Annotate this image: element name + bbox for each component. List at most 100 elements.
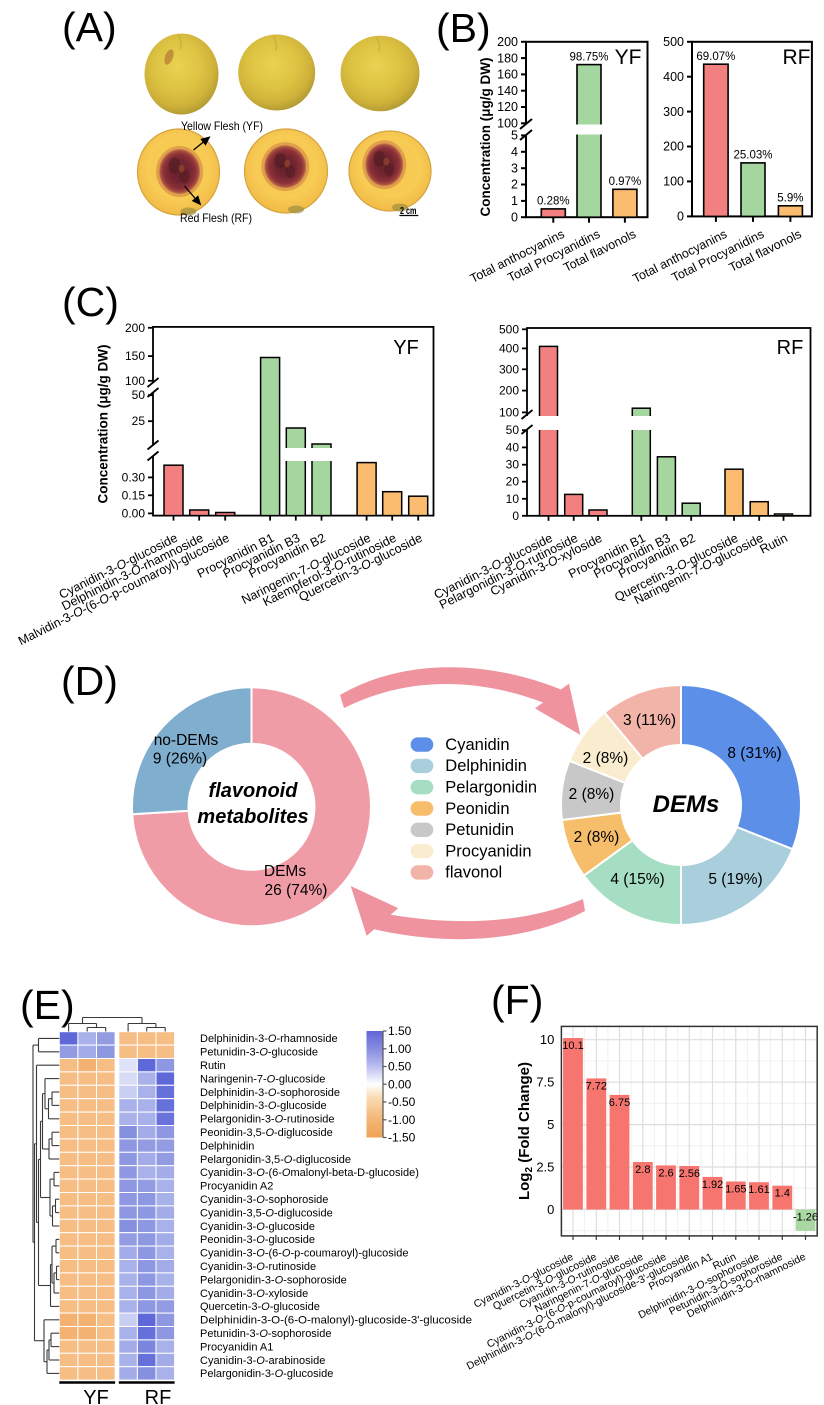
svg-text:6.75: 6.75 bbox=[609, 1097, 630, 1109]
svg-text:Delphinidin-3-O-rhamnoside: Delphinidin-3-O-rhamnoside bbox=[59, 531, 205, 614]
svg-text:Pelargonidin-3-O-rutinoside: Pelargonidin-3-O-rutinoside bbox=[200, 1114, 335, 1126]
svg-text:3 (11%): 3 (11%) bbox=[623, 712, 676, 729]
svg-text:120: 120 bbox=[497, 100, 518, 114]
svg-text:2.6: 2.6 bbox=[658, 1167, 673, 1179]
svg-text:40: 40 bbox=[506, 440, 520, 454]
svg-text:Cyanidin-3-O-arabinoside: Cyanidin-3-O-arabinoside bbox=[200, 1355, 325, 1367]
svg-text:Naringenin-7-O-glucoside: Naringenin-7-O-glucoside bbox=[200, 1073, 325, 1085]
svg-text:4 (15%): 4 (15%) bbox=[610, 871, 664, 888]
svg-text:4: 4 bbox=[511, 145, 518, 159]
svg-text:5: 5 bbox=[547, 1117, 554, 1132]
svg-text:0.97%: 0.97% bbox=[609, 176, 642, 188]
svg-text:2 (8%): 2 (8%) bbox=[574, 829, 620, 846]
svg-text:Petunidin-3-O-glucoside: Petunidin-3-O-glucoside bbox=[200, 1047, 318, 1059]
svg-text:Pelargonidin: Pelargonidin bbox=[445, 779, 537, 797]
svg-text:Red Flesh (RF): Red Flesh (RF) bbox=[180, 211, 252, 225]
svg-text:Delphinidin: Delphinidin bbox=[445, 757, 527, 775]
svg-text:500: 500 bbox=[663, 35, 684, 49]
svg-text:7.5: 7.5 bbox=[536, 1075, 554, 1090]
svg-text:Delphinidin-3-O-(6-O-malonyl)-: Delphinidin-3-O-(6-O-malonyl)-glucoside-… bbox=[200, 1315, 472, 1327]
svg-text:2.5: 2.5 bbox=[536, 1159, 554, 1174]
svg-text:400: 400 bbox=[499, 341, 519, 355]
svg-text:10.1: 10.1 bbox=[562, 1040, 583, 1052]
svg-text:Pelargonidin-3-O-sophoroside: Pelargonidin-3-O-sophoroside bbox=[200, 1274, 347, 1286]
svg-text:98.75%: 98.75% bbox=[569, 52, 608, 64]
svg-text:Concentration (μg/g DW): Concentration (μg/g DW) bbox=[478, 58, 493, 217]
svg-text:Peonidin-3,5-O-diglucoside: Peonidin-3,5-O-diglucoside bbox=[200, 1127, 333, 1139]
svg-text:Cyanidin-3,5-O-diglucoside: Cyanidin-3,5-O-diglucoside bbox=[200, 1207, 333, 1219]
svg-text:Delphinidin-3-O-glucoside: Delphinidin-3-O-glucoside bbox=[200, 1100, 327, 1112]
svg-text:metabolites: metabolites bbox=[197, 806, 308, 828]
svg-text:Procyanidin: Procyanidin bbox=[445, 842, 531, 860]
svg-text:Peonidin: Peonidin bbox=[445, 800, 509, 818]
svg-text:Cyanidin-3-O-glucoside: Cyanidin-3-O-glucoside bbox=[200, 1221, 315, 1233]
svg-text:5: 5 bbox=[511, 129, 518, 143]
svg-text:100: 100 bbox=[497, 117, 518, 131]
svg-text:2 (8%): 2 (8%) bbox=[583, 750, 629, 767]
svg-text:-0.50: -0.50 bbox=[388, 1095, 416, 1109]
svg-text:2.8: 2.8 bbox=[635, 1164, 650, 1176]
svg-text:180: 180 bbox=[497, 51, 518, 65]
svg-text:Delphinidin: Delphinidin bbox=[200, 1140, 254, 1152]
svg-text:0.15: 0.15 bbox=[122, 488, 146, 502]
svg-text:YF: YF bbox=[615, 46, 642, 69]
svg-text:0: 0 bbox=[547, 1202, 554, 1217]
svg-text:200: 200 bbox=[497, 35, 518, 49]
svg-text:10: 10 bbox=[506, 492, 520, 506]
svg-text:1: 1 bbox=[511, 194, 518, 208]
svg-text:300: 300 bbox=[499, 362, 519, 376]
svg-text:Log2 (Fold Change): Log2 (Fold Change) bbox=[516, 1062, 535, 1200]
svg-text:10: 10 bbox=[540, 1032, 554, 1047]
svg-text:7.72: 7.72 bbox=[586, 1080, 607, 1092]
svg-text:25.03%: 25.03% bbox=[733, 150, 772, 162]
svg-text:1.00: 1.00 bbox=[388, 1042, 412, 1056]
svg-text:Yellow Flesh (YF): Yellow Flesh (YF) bbox=[181, 119, 263, 133]
svg-text:5 (19%): 5 (19%) bbox=[708, 871, 762, 888]
svg-text:DEMs: DEMs bbox=[264, 863, 306, 880]
svg-text:2 (8%): 2 (8%) bbox=[569, 786, 615, 803]
svg-text:flavonol: flavonol bbox=[445, 864, 502, 882]
svg-text:9 (26%): 9 (26%) bbox=[153, 751, 207, 768]
svg-text:1.50: 1.50 bbox=[388, 1024, 412, 1038]
svg-text:Cyanidin-3-O-(6-Omalonyl-beta-: Cyanidin-3-O-(6-Omalonyl-beta-D-glucosid… bbox=[200, 1167, 419, 1179]
svg-text:no-DEMs: no-DEMs bbox=[154, 732, 219, 749]
svg-text:160: 160 bbox=[497, 68, 518, 82]
svg-text:Malvidin-3-O-(6-O-p-coumaroyl): Malvidin-3-O-(6-O-p-coumaroyl)-glucoside bbox=[16, 531, 232, 648]
svg-text:Quercetin-3-O-glucoside: Quercetin-3-O-glucoside bbox=[200, 1301, 320, 1313]
svg-text:3: 3 bbox=[511, 161, 518, 175]
svg-text:Peonidin-3-O-glucoside: Peonidin-3-O-glucoside bbox=[200, 1234, 315, 1246]
svg-text:Rutin: Rutin bbox=[757, 531, 789, 557]
svg-text:-1.00: -1.00 bbox=[388, 1113, 416, 1127]
svg-text:100: 100 bbox=[663, 175, 684, 189]
svg-text:Concentration (μg/g DW): Concentration (μg/g DW) bbox=[96, 345, 111, 504]
svg-text:2.56: 2.56 bbox=[679, 1168, 700, 1180]
svg-text:0: 0 bbox=[677, 210, 684, 224]
svg-text:1.65: 1.65 bbox=[725, 1184, 746, 1196]
svg-text:YF: YF bbox=[393, 337, 419, 359]
svg-text:140: 140 bbox=[497, 84, 518, 98]
svg-text:Pelargonidin-3-O-rutinoside: Pelargonidin-3-O-rutinoside bbox=[437, 531, 580, 612]
svg-text:Rutin: Rutin bbox=[200, 1060, 226, 1072]
svg-text:20: 20 bbox=[506, 475, 520, 489]
svg-text:RF: RF bbox=[777, 337, 804, 359]
svg-text:Pelargonidin-3-O-glucoside: Pelargonidin-3-O-glucoside bbox=[200, 1368, 333, 1380]
svg-text:69.07%: 69.07% bbox=[696, 51, 735, 63]
svg-text:Petunidin-3-O-sophoroside: Petunidin-3-O-sophoroside bbox=[200, 1328, 331, 1340]
svg-text:Procyanidin A2: Procyanidin A2 bbox=[200, 1181, 273, 1193]
svg-text:Pelargonidin-3,5-O-diglucoside: Pelargonidin-3,5-O-diglucoside bbox=[200, 1154, 351, 1166]
svg-text:0: 0 bbox=[512, 509, 519, 523]
svg-text:YF: YF bbox=[83, 1387, 109, 1405]
svg-text:100: 100 bbox=[125, 374, 145, 388]
svg-text:8 (31%): 8 (31%) bbox=[727, 745, 781, 762]
svg-text:0: 0 bbox=[511, 210, 518, 224]
svg-text:200: 200 bbox=[125, 321, 145, 335]
svg-text:2: 2 bbox=[511, 178, 518, 192]
svg-text:26 (74%): 26 (74%) bbox=[265, 882, 328, 899]
svg-text:25: 25 bbox=[132, 414, 146, 428]
svg-text:flavonoid: flavonoid bbox=[209, 780, 299, 802]
svg-text:300: 300 bbox=[663, 105, 684, 119]
svg-text:0.28%: 0.28% bbox=[537, 196, 570, 208]
svg-text:DEMs: DEMs bbox=[653, 791, 720, 818]
svg-text:0.00: 0.00 bbox=[388, 1078, 412, 1092]
svg-text:1.92: 1.92 bbox=[702, 1179, 723, 1191]
